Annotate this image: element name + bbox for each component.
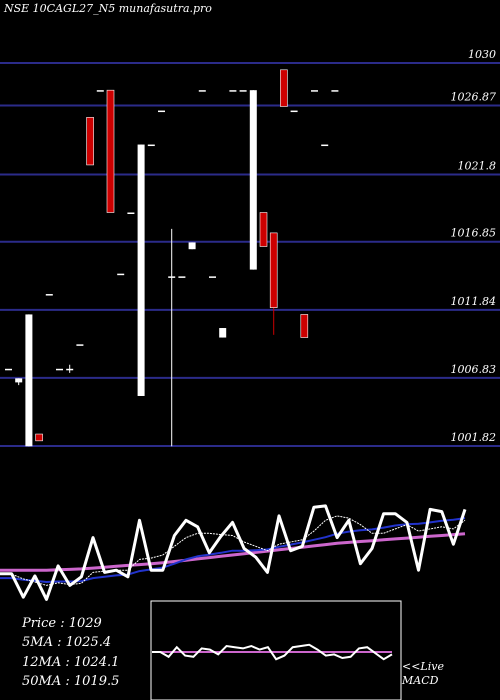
ma-slow-line [0, 532, 466, 572]
candle-up [25, 314, 33, 447]
stat-50ma: 50MA : 1019.5 [22, 673, 120, 689]
candle-down [35, 433, 43, 442]
candle-up [178, 276, 186, 278]
candle-up [290, 110, 298, 113]
price-line [0, 504, 467, 601]
price-tick-label: 1001.82 [451, 431, 497, 444]
candle-up [56, 368, 63, 371]
candle-up [158, 110, 165, 113]
candle-up [198, 90, 206, 92]
price-tick-label: 1021.8 [458, 159, 497, 172]
candles [5, 69, 339, 447]
candle-up [127, 212, 135, 215]
candle-up [45, 294, 53, 296]
price-tick-label: 1026.87 [451, 91, 497, 104]
candle-up [321, 144, 329, 147]
stat-5ma: 5MA : 1025.4 [22, 635, 112, 651]
candle-up [137, 144, 145, 396]
price-tick-label: 1006.83 [451, 363, 497, 376]
chart-title: NSE 10CAGL27_N5 munafasutra.pro [4, 2, 212, 15]
macd-label: <<Live MACD [402, 660, 444, 688]
candle-up [76, 344, 84, 346]
candle-down [86, 117, 94, 166]
candle-down [300, 314, 309, 338]
candle-up [66, 368, 74, 371]
candle-up [96, 90, 104, 92]
ma-fast-line [0, 515, 466, 586]
candle-up [15, 378, 23, 383]
candle-up [229, 90, 237, 92]
candle-down [259, 212, 268, 247]
candle-up [168, 276, 176, 278]
candle-up [239, 90, 247, 92]
candle-up [219, 328, 227, 338]
candle-up [249, 90, 257, 270]
price-tick-label: 1030 [468, 48, 496, 61]
macd-panel-frame [150, 600, 402, 700]
price-tick-label: 1016.85 [451, 227, 497, 240]
candle-up [147, 144, 155, 147]
ma-mid-line [0, 517, 466, 583]
stat-12ma: 12MA : 1024.1 [22, 654, 120, 670]
macd-line [152, 643, 393, 661]
price-tick-label: 1011.84 [451, 295, 497, 308]
candle-down [106, 89, 115, 213]
macd-label-name: MACD [402, 674, 439, 687]
candle-up [188, 242, 196, 250]
price-axis: 1030 1026.87 1021.8 1016.85 1011.84 1006.83 10… [451, 48, 497, 444]
macd-panel [152, 643, 393, 661]
candle-up [311, 90, 318, 92]
candle-up [209, 276, 216, 278]
stats-panel: Price : 1029 5MA : 1025.4 12MA : 1024.1 … [22, 614, 119, 691]
stat-price: Price : 1029 [22, 616, 102, 631]
macd-label-live: <<Live [402, 660, 444, 673]
candle-down [280, 69, 288, 107]
candle-up [5, 368, 12, 371]
candle-down [269, 232, 278, 308]
candle-up [117, 273, 125, 276]
moving-average-panel [0, 504, 467, 601]
candle-up [331, 90, 339, 92]
